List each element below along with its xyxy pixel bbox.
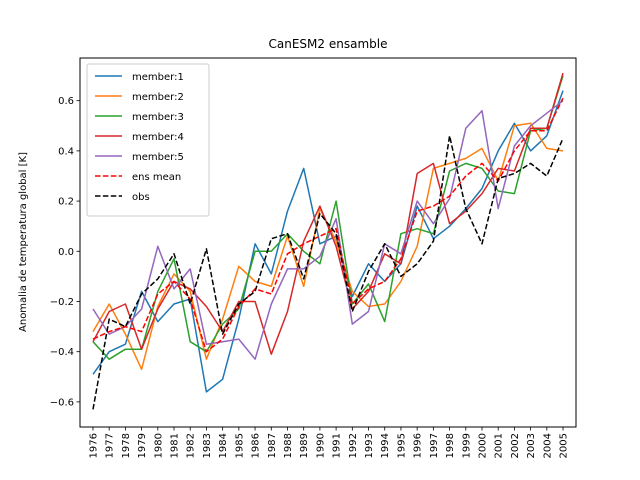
legend-label: member:3 xyxy=(132,112,184,123)
y-axis-label: Anomalia de temperatura global [K] xyxy=(18,152,29,332)
x-tick-label: 1980 xyxy=(153,433,164,458)
plot-area xyxy=(79,57,577,428)
y-tick-label: −0.4 xyxy=(50,347,74,358)
x-tick-label: 1990 xyxy=(315,433,326,458)
x-tick-label: 1985 xyxy=(234,433,245,458)
x-tick-label: 1984 xyxy=(218,433,229,458)
x-tick-label: 2004 xyxy=(542,433,553,458)
x-axis: 1976 1977 1978 1979 1980 1981 1982 1983 1984 1985… xyxy=(89,427,570,458)
y-tick-label: −0.2 xyxy=(50,297,74,308)
x-tick-label: 2002 xyxy=(510,433,521,458)
y-tick-label: 0.2 xyxy=(58,197,74,208)
legend-box xyxy=(86,63,210,217)
x-tick-label: 2000 xyxy=(478,433,489,458)
legend-label: member:1 xyxy=(132,72,184,83)
y-tick-label: 0.4 xyxy=(58,146,74,157)
x-tick-label: 1981 xyxy=(170,433,181,458)
x-tick-label: 1994 xyxy=(380,433,391,458)
x-tick-label: 1986 xyxy=(251,433,262,458)
x-tick-label: 1997 xyxy=(429,433,440,458)
y-axis: −0.6 −0.4 −0.2 0.0 0.2 0.4 0.6 xyxy=(50,96,80,408)
x-tick-label: 2001 xyxy=(494,433,505,458)
legend: member:1 member:2 member:3 member:4 member:5… xyxy=(86,63,210,217)
x-tick-label: 1989 xyxy=(299,433,310,458)
legend-label: member:5 xyxy=(132,152,184,163)
y-tick-label: −0.6 xyxy=(50,397,74,408)
x-tick-label: 1982 xyxy=(186,433,197,458)
y-tick-label: 0.6 xyxy=(58,96,74,107)
x-tick-label: 1995 xyxy=(396,433,407,458)
x-tick-label: 1998 xyxy=(445,433,456,458)
x-tick-label: 1996 xyxy=(413,433,424,458)
legend-label: ens mean xyxy=(132,172,181,183)
series-layer xyxy=(92,72,564,410)
x-tick-label: 1993 xyxy=(364,433,375,458)
series-line-1 xyxy=(92,90,564,393)
x-tick-label: 1979 xyxy=(137,433,148,458)
x-tick-label: 1983 xyxy=(202,433,213,458)
series-line-4 xyxy=(92,72,564,355)
x-tick-label: 1987 xyxy=(267,433,278,458)
y-tick-label: 0.0 xyxy=(58,247,74,258)
x-tick-label: 1988 xyxy=(283,433,294,458)
x-tick-label: 1991 xyxy=(332,433,343,458)
x-tick-label: 1976 xyxy=(89,433,100,458)
series-line-6 xyxy=(92,97,564,353)
series-line-5 xyxy=(92,100,564,360)
series-line-7 xyxy=(92,135,564,410)
x-tick-label: 1999 xyxy=(461,433,472,458)
x-tick-label: 2005 xyxy=(559,433,570,458)
legend-label: obs xyxy=(132,192,150,203)
x-tick-label: 2003 xyxy=(526,433,537,458)
plot-frame xyxy=(79,57,577,428)
legend-label: member:2 xyxy=(132,92,184,103)
x-tick-label: 1992 xyxy=(348,433,359,458)
x-tick-label: 1978 xyxy=(121,433,132,458)
chart-title: CanESM2 ensamble xyxy=(269,37,388,51)
x-tick-label: 1977 xyxy=(105,433,116,458)
legend-label: member:4 xyxy=(132,132,184,143)
